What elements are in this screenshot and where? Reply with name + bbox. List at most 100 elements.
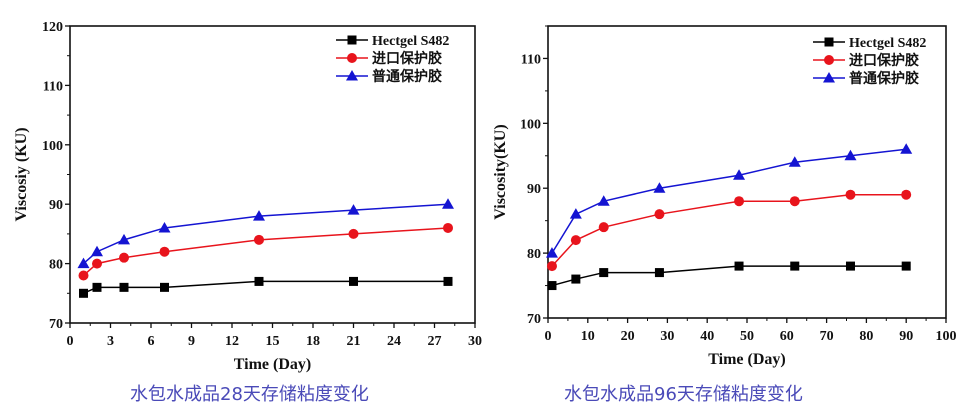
- data-point: [900, 143, 913, 154]
- series-line: [551, 148, 907, 254]
- y-tick-label: 80: [49, 258, 63, 273]
- chart-caption-96-days: 水包水成品96天存储粘度变化: [564, 384, 803, 405]
- data-point: [79, 288, 88, 298]
- data-point: [92, 258, 102, 269]
- data-point: [654, 209, 665, 220]
- chart-caption-28-days: 水包水成品28天存储粘度变化: [130, 384, 369, 405]
- y-tick-label: 70: [49, 317, 63, 332]
- chart-1: 0 3 6 9 12 15 18 21 24 27 30 70 80 90 100 110 120 Time (D…: [13, 20, 482, 373]
- x-tick-label: 90: [899, 329, 913, 344]
- x-tick-label: 12: [225, 334, 239, 349]
- x-axis-label: Time (Day): [234, 356, 311, 373]
- data-point: [545, 247, 558, 258]
- data-point: [160, 282, 169, 292]
- data-point: [442, 198, 454, 209]
- series-2: 进口保护胶: [78, 50, 453, 281]
- legend-marker: [346, 70, 358, 81]
- series-3: 普通保护胶: [545, 70, 919, 258]
- data-point: [845, 189, 856, 200]
- x-tick-label: 60: [780, 329, 794, 344]
- data-point: [599, 268, 609, 278]
- data-point: [901, 189, 912, 200]
- data-point: [547, 281, 557, 291]
- data-point: [571, 274, 581, 284]
- data-point: [77, 257, 90, 269]
- data-point: [78, 270, 89, 281]
- y-tick-label: 100: [42, 139, 63, 154]
- x-axis-label: Time (Day): [708, 351, 785, 368]
- x-tick-label: 30: [660, 329, 674, 344]
- y-axis-label: Viscosiy (KU): [13, 127, 30, 221]
- series-3: 普通保护胶: [77, 68, 454, 269]
- legend-label: Hectgel S482: [372, 34, 449, 49]
- y-tick-label: 80: [527, 247, 541, 262]
- chart-2: 0 10 20 30 40 50 60 70 80 90 100 70 80 90 100 110 Time (…: [492, 25, 957, 368]
- data-point: [119, 282, 129, 292]
- series-2: 进口保护胶: [546, 52, 919, 272]
- y-tick-label: 110: [43, 79, 63, 94]
- x-tick-label: 70: [820, 329, 834, 344]
- x-tick-label: 10: [581, 329, 595, 344]
- data-point: [92, 282, 102, 292]
- data-point: [569, 208, 582, 219]
- x-tick-label: 9: [188, 334, 195, 349]
- data-point: [790, 261, 800, 271]
- series-line: [551, 193, 907, 267]
- data-point: [254, 276, 264, 286]
- x-tick-label: 27: [428, 334, 442, 349]
- legend-marker: [347, 53, 357, 63]
- y-tick-label: 100: [520, 117, 541, 132]
- data-point: [570, 235, 581, 246]
- x-tick-label: 50: [740, 329, 754, 344]
- data-point: [348, 228, 359, 239]
- legend-marker: [347, 35, 357, 45]
- y-axis-label: Viscosity(KU): [492, 124, 509, 219]
- x-tick-label: 21: [347, 334, 361, 349]
- data-point: [347, 204, 360, 215]
- data-point: [844, 149, 857, 161]
- x-tick-label: 80: [859, 329, 873, 344]
- data-point: [119, 252, 129, 263]
- data-point: [653, 182, 666, 193]
- x-tick-label: 30: [468, 334, 482, 349]
- data-point: [443, 222, 453, 233]
- data-point: [901, 261, 911, 271]
- x-tick-label: 15: [266, 334, 280, 349]
- data-point: [598, 222, 609, 233]
- data-point: [443, 276, 453, 286]
- series-1: Hectgel S482: [547, 36, 926, 291]
- legend-marker: [824, 37, 834, 47]
- data-point: [118, 233, 130, 245]
- series-1: Hectgel S482: [79, 34, 453, 298]
- x-tick-label: 20: [621, 329, 635, 344]
- data-point: [254, 234, 264, 245]
- y-tick-label: 110: [521, 52, 541, 67]
- legend-label: 进口保护胶: [372, 50, 442, 67]
- series-line: [551, 265, 907, 287]
- y-tick-label: 90: [527, 182, 541, 197]
- x-tick-label: 100: [936, 329, 957, 344]
- y-tick-label: 70: [527, 312, 541, 327]
- data-point: [734, 196, 745, 207]
- y-tick-label: 120: [42, 20, 63, 35]
- data-point: [788, 156, 801, 167]
- data-point: [597, 195, 610, 206]
- data-point: [158, 221, 171, 233]
- x-tick-label: 18: [306, 334, 320, 349]
- data-point: [654, 268, 664, 278]
- data-point: [546, 261, 557, 272]
- data-point: [349, 276, 358, 286]
- legend-label: 普通保护胶: [372, 68, 442, 85]
- series-line: [83, 203, 449, 265]
- x-tick-label: 40: [700, 329, 714, 344]
- x-tick-label: 24: [387, 334, 401, 349]
- data-point: [91, 245, 103, 257]
- series-line: [83, 280, 448, 294]
- data-point: [159, 246, 170, 257]
- legend-marker: [823, 72, 835, 83]
- legend-label: 普通保护胶: [849, 70, 919, 87]
- data-point: [845, 261, 855, 271]
- x-tick-label: 0: [545, 329, 552, 344]
- x-tick-label: 6: [148, 334, 155, 349]
